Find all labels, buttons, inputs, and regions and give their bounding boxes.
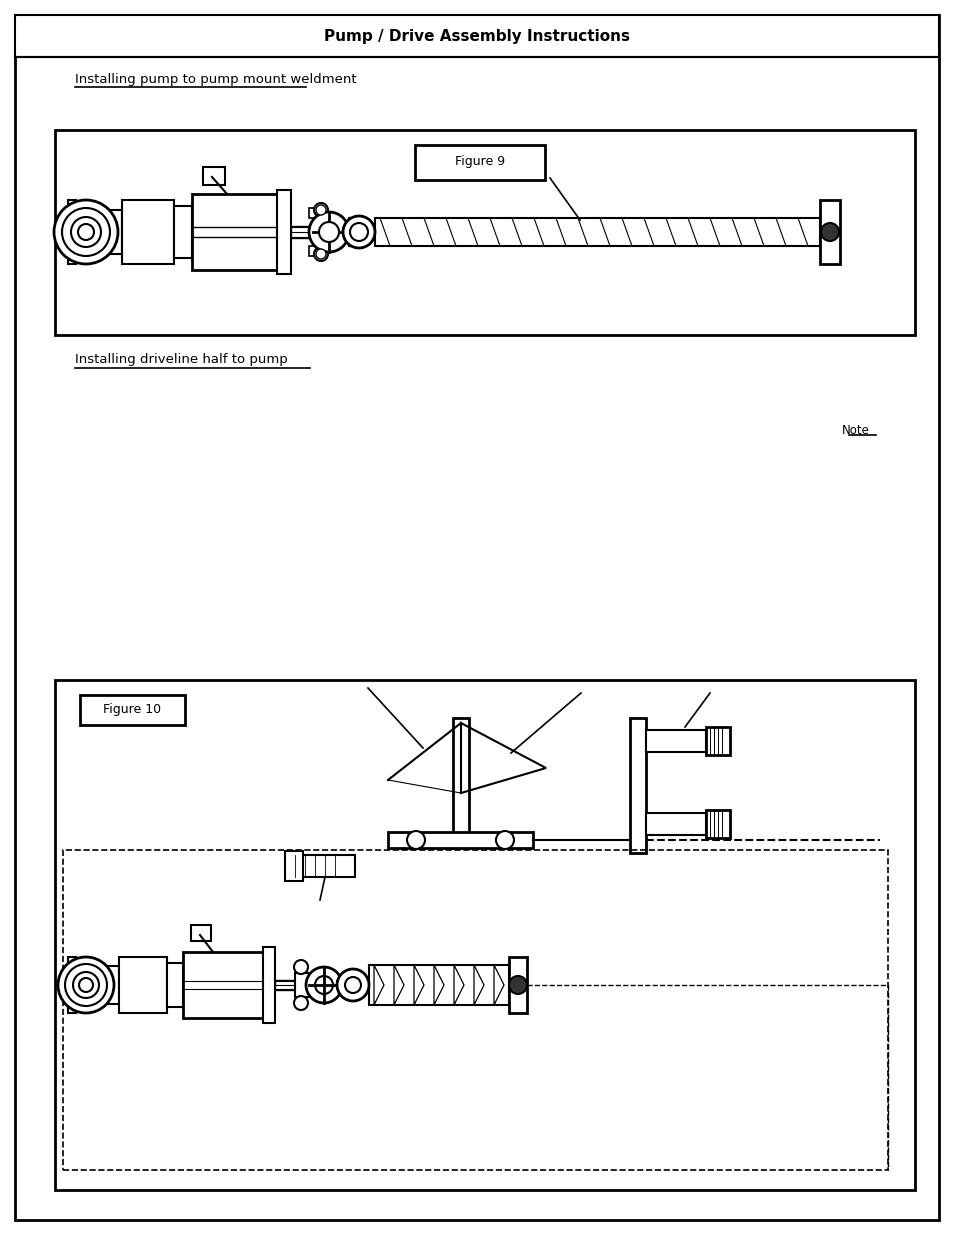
Circle shape [350, 224, 368, 241]
Bar [294, 973, 309, 997]
Bar [453, 718, 469, 848]
Circle shape [314, 976, 333, 994]
Circle shape [314, 247, 328, 261]
Bar [94, 966, 119, 1004]
Circle shape [821, 224, 838, 241]
Circle shape [62, 207, 110, 256]
Bar [119, 957, 167, 1013]
Circle shape [73, 972, 99, 998]
Circle shape [58, 957, 113, 1013]
Bar [313, 216, 329, 248]
Circle shape [315, 249, 326, 259]
Bar [705, 810, 729, 839]
Circle shape [314, 203, 328, 217]
Bar [309, 207, 316, 219]
Bar [15, 15, 938, 57]
Text: Figure 9: Figure 9 [455, 156, 504, 168]
Bar [415, 144, 544, 180]
Text: Installing driveline half to pump: Installing driveline half to pump [75, 353, 288, 367]
Bar [55, 130, 914, 335]
Circle shape [309, 212, 349, 252]
Text: Figure 10: Figure 10 [103, 704, 161, 716]
Circle shape [343, 216, 375, 248]
Bar [192, 194, 276, 270]
Circle shape [336, 969, 369, 1002]
Bar [285, 851, 303, 881]
Bar [820, 200, 840, 264]
Circle shape [407, 831, 424, 848]
Circle shape [318, 222, 338, 242]
Bar [309, 246, 316, 256]
Bar [509, 957, 526, 1013]
Circle shape [294, 960, 308, 974]
Bar [645, 813, 705, 835]
Bar [183, 952, 263, 1018]
Bar [349, 219, 358, 246]
Bar [705, 727, 729, 755]
Bar [276, 190, 291, 274]
Circle shape [54, 200, 118, 264]
Circle shape [79, 978, 92, 992]
Bar [173, 206, 192, 258]
Circle shape [496, 831, 514, 848]
Text: Note: Note [841, 424, 869, 436]
Circle shape [78, 224, 94, 240]
Bar [645, 730, 705, 752]
Bar [274, 981, 294, 990]
Bar [203, 167, 225, 185]
Bar [294, 855, 355, 877]
Bar [263, 947, 274, 1023]
Bar [291, 226, 313, 238]
Circle shape [71, 217, 101, 247]
Circle shape [65, 965, 107, 1007]
Text: Installing pump to pump mount weldment: Installing pump to pump mount weldment [75, 74, 356, 86]
Bar [68, 957, 76, 1013]
Circle shape [345, 977, 360, 993]
Bar [55, 680, 914, 1191]
Circle shape [509, 976, 526, 994]
Circle shape [315, 205, 326, 215]
Bar [167, 963, 183, 1007]
Circle shape [306, 967, 341, 1003]
Bar [369, 965, 509, 1005]
Bar [68, 200, 76, 264]
Bar [63, 850, 887, 1170]
Bar [191, 925, 211, 941]
Text: Pump / Drive Assembly Instructions: Pump / Drive Assembly Instructions [324, 28, 629, 43]
Bar [122, 200, 173, 264]
Bar [375, 219, 820, 246]
Bar [94, 210, 122, 254]
Bar [80, 695, 185, 725]
Bar [629, 718, 645, 853]
Bar [388, 832, 533, 848]
Circle shape [294, 995, 308, 1010]
